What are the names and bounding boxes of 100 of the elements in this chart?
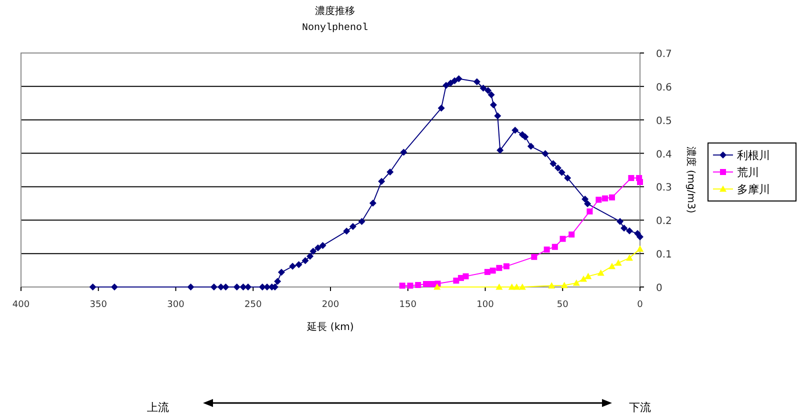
point xyxy=(480,84,487,92)
x-tick-label: 100 xyxy=(476,300,494,310)
point xyxy=(636,233,644,240)
point xyxy=(564,174,572,182)
point xyxy=(438,104,445,112)
point xyxy=(554,164,562,172)
point xyxy=(558,168,566,176)
point xyxy=(582,196,589,203)
point xyxy=(584,272,592,280)
legend-label: 多摩川 xyxy=(737,183,770,196)
point xyxy=(496,264,502,271)
y-tick-label: 0.4 xyxy=(656,149,672,160)
point xyxy=(596,196,602,203)
point xyxy=(319,242,326,250)
point xyxy=(496,146,504,154)
point xyxy=(407,282,414,289)
point xyxy=(453,278,460,284)
point xyxy=(602,195,608,202)
point xyxy=(484,268,490,275)
legend-label: 荒川 xyxy=(737,166,759,179)
point xyxy=(110,284,118,290)
point xyxy=(560,282,568,288)
point xyxy=(560,236,566,242)
point xyxy=(626,227,633,234)
point xyxy=(415,282,422,288)
point xyxy=(636,245,644,252)
point xyxy=(278,268,285,276)
text: 上流 xyxy=(147,401,169,414)
point xyxy=(531,254,538,260)
point xyxy=(586,208,593,214)
point xyxy=(620,224,628,232)
x-tick-label: 400 xyxy=(12,300,30,310)
point xyxy=(314,244,322,252)
point xyxy=(584,200,592,208)
point xyxy=(518,284,526,290)
x-tick-label: 50 xyxy=(556,300,569,310)
y-tick-label: 0.7 xyxy=(656,49,672,60)
point xyxy=(306,252,314,260)
point xyxy=(217,284,224,290)
x-tick-label: 250 xyxy=(244,300,262,310)
x-tick-label: 200 xyxy=(322,300,340,310)
point xyxy=(522,133,529,140)
point xyxy=(513,284,520,290)
point xyxy=(369,200,376,207)
y-tick-label: 0.5 xyxy=(656,116,672,127)
point xyxy=(496,284,503,290)
x-tick-label: 150 xyxy=(399,300,417,310)
y-axis-title: 濃度 (mg/m3) xyxy=(685,146,697,214)
point xyxy=(544,246,550,253)
point xyxy=(358,218,366,225)
point xyxy=(512,126,519,134)
legend-label: 利根川 xyxy=(737,149,770,162)
point xyxy=(608,194,615,200)
point xyxy=(310,248,317,255)
point xyxy=(386,168,394,176)
point xyxy=(210,284,218,290)
point xyxy=(289,262,296,270)
point xyxy=(473,78,480,86)
x-tick-label: 300 xyxy=(167,300,185,310)
point xyxy=(542,150,549,158)
point xyxy=(274,278,282,285)
x-tick-label: 0 xyxy=(637,300,644,310)
point xyxy=(550,160,557,168)
point xyxy=(490,101,497,108)
point xyxy=(222,284,230,290)
y-tick-label: 0.6 xyxy=(656,82,672,94)
point xyxy=(503,263,510,270)
point xyxy=(614,259,622,266)
point xyxy=(568,232,575,238)
point xyxy=(490,268,496,274)
point xyxy=(494,112,502,120)
point xyxy=(378,178,386,185)
text: 下流 xyxy=(629,401,651,414)
x-tick-label: 350 xyxy=(90,300,108,310)
y-tick-label: 0.2 xyxy=(656,216,672,228)
point xyxy=(244,284,252,290)
point xyxy=(399,282,406,289)
point xyxy=(552,244,558,250)
point xyxy=(462,273,469,280)
point xyxy=(89,284,96,290)
point xyxy=(240,284,247,290)
point xyxy=(608,262,616,270)
point xyxy=(258,284,266,290)
point xyxy=(597,269,604,276)
y-tick-label: 0 xyxy=(656,283,662,294)
point xyxy=(484,86,492,94)
point xyxy=(572,279,580,286)
point xyxy=(343,228,350,235)
y-tick-label: 0.1 xyxy=(656,250,672,261)
point xyxy=(488,91,495,98)
point xyxy=(302,257,309,264)
point xyxy=(527,142,534,150)
point xyxy=(626,254,633,261)
point xyxy=(616,218,624,225)
point xyxy=(455,75,462,82)
point xyxy=(349,222,356,230)
point xyxy=(400,148,408,156)
point xyxy=(187,284,194,290)
point xyxy=(451,77,458,84)
chart-title: 濃度推移 xyxy=(315,5,355,17)
